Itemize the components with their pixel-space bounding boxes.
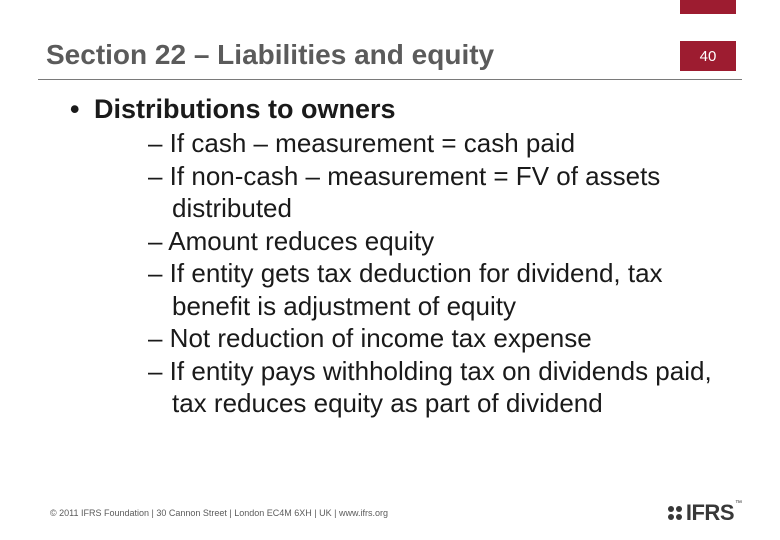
slide: Section 22 – Liabilities and equity 40 D…: [0, 0, 780, 540]
header: Section 22 – Liabilities and equity 40: [38, 0, 742, 80]
sub-bullet: – If cash – measurement = cash paid: [148, 127, 730, 160]
page-number: 40: [700, 48, 717, 65]
logo-dot: [668, 506, 674, 512]
sub-bullet-list: – If cash – measurement = cash paid – If…: [124, 127, 730, 420]
sub-bullet: – If entity pays withholding tax on divi…: [148, 355, 730, 420]
sub-bullet: – Amount reduces equity: [148, 225, 730, 258]
ifrs-logo: IFRS ™: [668, 500, 742, 526]
logo-text: IFRS: [686, 500, 734, 526]
slide-title: Section 22 – Liabilities and equity: [46, 39, 494, 71]
footer-text: © 2011 IFRS Foundation | 30 Cannon Stree…: [50, 508, 388, 518]
page-number-box: 40: [680, 41, 736, 71]
sub-bullet: – If non-cash – measurement = FV of asse…: [148, 160, 730, 225]
main-bullet: Distributions to owners: [70, 94, 730, 125]
logo-dots-icon: [668, 506, 682, 520]
sub-bullet: – If entity gets tax deduction for divid…: [148, 257, 730, 322]
logo-trademark: ™: [735, 500, 742, 507]
logo-dot: [668, 514, 674, 520]
sub-bullet: – Not reduction of income tax expense: [148, 322, 730, 355]
logo-dot: [676, 506, 682, 512]
content-area: Distributions to owners – If cash – meas…: [0, 80, 780, 420]
logo-dot: [676, 514, 682, 520]
